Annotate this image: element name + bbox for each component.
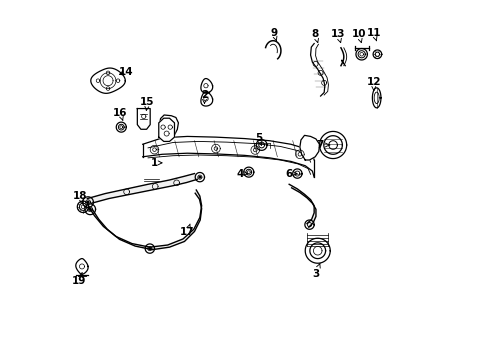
Circle shape: [199, 176, 200, 178]
Text: 17: 17: [180, 224, 194, 237]
Text: 12: 12: [366, 77, 380, 90]
Text: 2: 2: [201, 90, 208, 103]
Text: 11: 11: [366, 28, 380, 41]
Text: 14: 14: [119, 67, 133, 77]
Text: 18: 18: [73, 191, 87, 204]
Polygon shape: [288, 184, 315, 227]
Polygon shape: [159, 115, 178, 138]
Text: 7: 7: [316, 140, 329, 150]
Polygon shape: [76, 258, 88, 274]
Polygon shape: [201, 78, 212, 93]
Polygon shape: [159, 118, 174, 141]
Polygon shape: [310, 44, 328, 96]
Polygon shape: [299, 135, 319, 160]
Text: 10: 10: [351, 29, 366, 42]
Polygon shape: [201, 92, 212, 106]
Polygon shape: [88, 190, 201, 249]
Polygon shape: [137, 109, 150, 129]
Text: 16: 16: [113, 108, 127, 121]
Polygon shape: [87, 174, 197, 203]
Polygon shape: [142, 136, 313, 177]
Circle shape: [149, 248, 150, 249]
Text: 19: 19: [72, 273, 86, 286]
Text: 9: 9: [270, 28, 277, 41]
Text: 8: 8: [311, 29, 318, 42]
Text: 5: 5: [255, 133, 262, 146]
Text: 4: 4: [236, 168, 247, 179]
Text: 6: 6: [285, 168, 297, 179]
Circle shape: [87, 201, 89, 203]
Text: 13: 13: [330, 29, 345, 42]
Text: 3: 3: [312, 263, 320, 279]
Circle shape: [89, 208, 91, 210]
Text: 15: 15: [140, 97, 154, 111]
Text: 1: 1: [150, 158, 162, 168]
Polygon shape: [91, 68, 125, 93]
